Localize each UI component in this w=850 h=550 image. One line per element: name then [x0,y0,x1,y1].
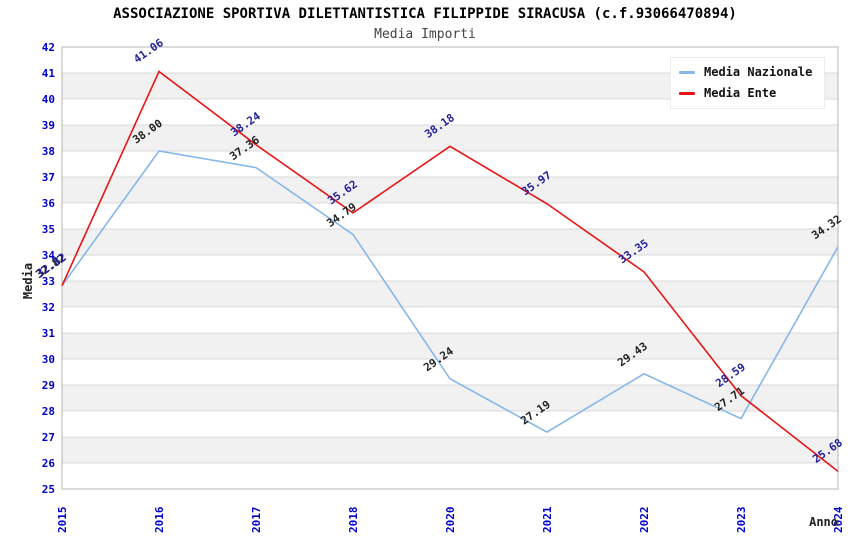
x-tick-label: 2022 [638,507,651,534]
y-tick-label: 38 [42,145,55,158]
legend-item-media-ente: Media Ente [679,86,812,100]
band [62,177,838,203]
y-tick-label: 37 [42,171,55,184]
series-line-media-nazionale [61,150,839,433]
band [62,385,838,411]
media-ente-line-marker-icon [679,91,695,95]
x-tick-label: 2020 [444,507,457,534]
band [62,281,838,307]
media-nazionale-line-marker-icon [679,70,695,74]
x-tick-label: 2015 [56,507,69,534]
y-tick-label: 34 [42,249,56,262]
x-tick-label: 2023 [735,507,748,534]
y-tick-label: 42 [42,41,55,54]
chart-subtitle: Media Importi [374,27,476,42]
y-tick-label: 30 [42,353,55,366]
x-tick-label: 2017 [250,507,263,534]
y-tick-label: 32 [42,301,55,314]
y-tick-label: 40 [42,93,55,106]
band [62,229,838,255]
y-tick-label: 28 [42,405,55,418]
point-label-media-ente: 41.06 [131,36,166,66]
legend-label-media-nazionale: Media Nazionale [704,65,813,79]
legend-item-media-nazionale: Media Nazionale [679,65,812,79]
x-tick-label: 2016 [153,506,166,533]
y-axis-title: Media [21,262,35,300]
band [62,437,838,463]
y-tick-label: 31 [42,327,56,340]
x-tick-label: 2018 [347,507,360,534]
x-axis-title: Anno [809,515,838,529]
series-line-media-ente [61,70,839,472]
legend: Media Nazionale Media Ente [670,57,826,109]
y-tick-label: 35 [42,223,55,236]
y-tick-label: 29 [42,379,55,392]
y-tick-label: 27 [42,431,55,444]
y-tick-label: 41 [42,67,56,80]
y-tick-label: 39 [42,119,55,132]
y-tick-label: 33 [42,275,55,288]
legend-label-media-ente: Media Ente [704,86,777,100]
y-tick-label: 25 [42,483,55,496]
x-tick-label: 2021 [541,506,554,533]
chart-title: ASSOCIAZIONE SPORTIVA DILETTANTISTICA FI… [113,6,737,22]
plot-border [61,46,839,490]
x-tick-label: 2024 [832,506,845,533]
y-tick-label: 26 [42,457,56,470]
y-tick-label: 36 [42,197,56,210]
